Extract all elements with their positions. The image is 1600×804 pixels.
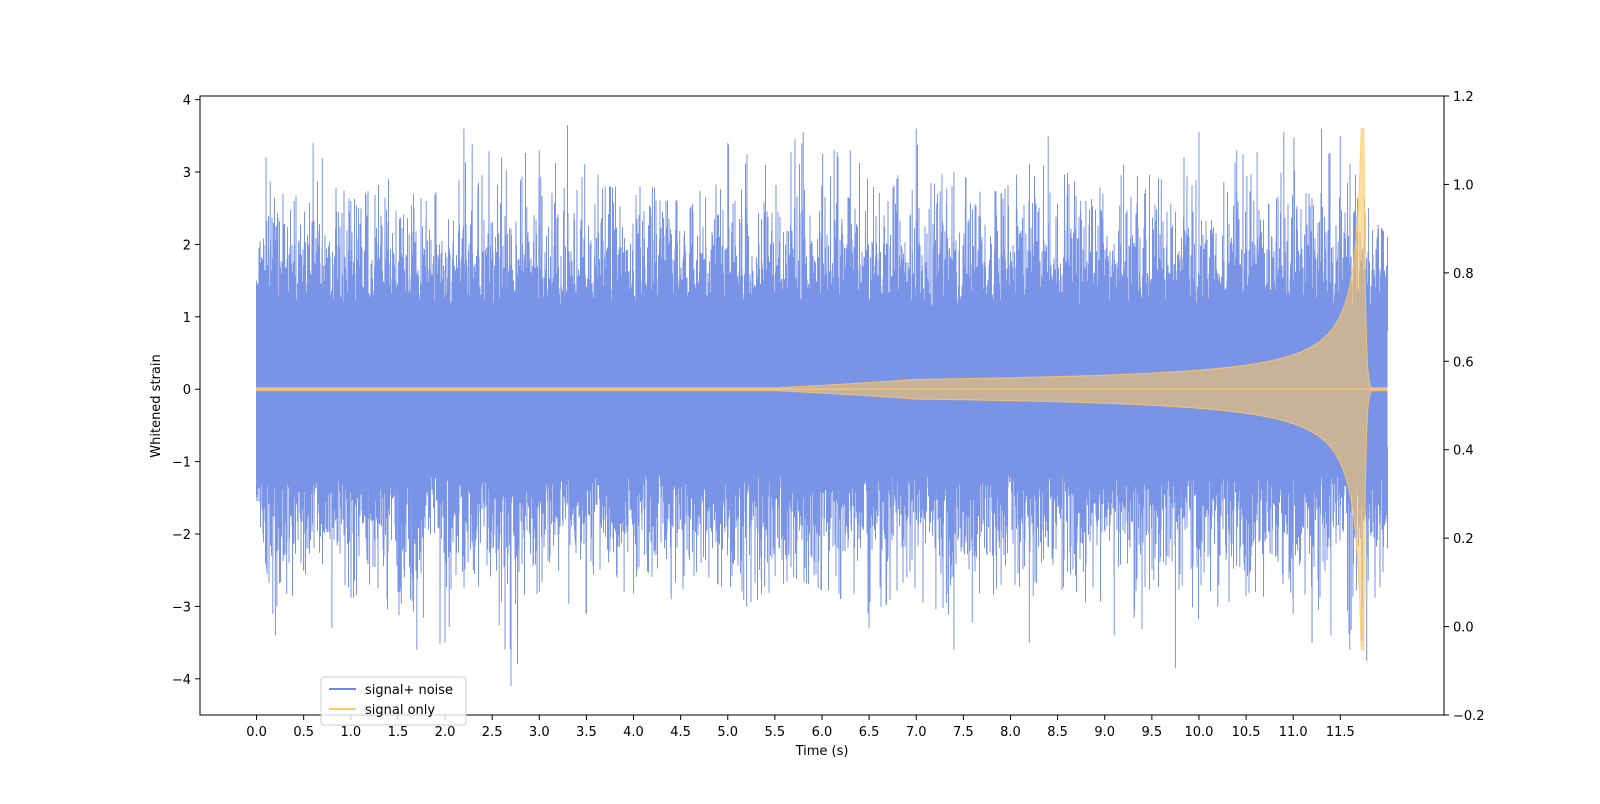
series-signal-noise	[256, 125, 1388, 686]
x-tick-label: 0.5	[293, 725, 314, 740]
y-axis-label: Whitened strain	[149, 354, 164, 457]
x-tick-label: 8.5	[1047, 725, 1068, 740]
y2-tick-label: 1.0	[1453, 178, 1474, 193]
x-axis: 0.0 0.5 1.0 1.5 2.0 2.5 3.0 3.5 4.0 4.5 5.0 5.5 6.0 6…	[246, 715, 1355, 740]
x-tick-label: 8.0	[1000, 725, 1021, 740]
x-tick-label: 4.0	[623, 725, 644, 740]
y-tick-label: −4	[172, 673, 191, 688]
y-tick-label: 4	[183, 94, 191, 109]
y2-tick-label: 0.8	[1453, 267, 1474, 282]
y2-tick-label: 0.6	[1453, 355, 1474, 370]
y-tick-label: 2	[183, 238, 191, 253]
y-tick-label: −1	[172, 456, 191, 471]
y2-tick-label: 0.4	[1453, 444, 1474, 459]
y-tick-label: 0	[183, 383, 191, 398]
x-tick-label: 4.5	[670, 725, 691, 740]
y-tick-label: −2	[172, 528, 191, 543]
legend: signal+ noise signal only	[320, 676, 467, 726]
x-tick-label: 9.5	[1142, 725, 1163, 740]
y-tick-label: −3	[172, 600, 191, 615]
x-tick-label: 3.0	[529, 725, 550, 740]
x-tick-label: 9.0	[1094, 725, 1115, 740]
x-tick-label: 10.5	[1232, 725, 1261, 740]
x-tick-label: 6.0	[812, 725, 833, 740]
x-tick-label: 2.0	[435, 725, 456, 740]
x-tick-label: 5.0	[717, 725, 738, 740]
x-tick-label: 6.5	[859, 725, 880, 740]
y-axis-left: −4 −3 −2 −1 0 1 2 3 4	[172, 94, 200, 688]
y-tick-label: 3	[183, 166, 191, 181]
legend-box	[320, 676, 467, 726]
x-tick-label: 2.5	[482, 725, 503, 740]
x-tick-label: 11.0	[1279, 725, 1308, 740]
y-axis-right: −0.2 0.0 0.2 0.4 0.6 0.8 1.0 1.2	[1444, 90, 1485, 724]
y-tick-label: 1	[183, 311, 191, 326]
y2-tick-label: 0.2	[1453, 532, 1474, 547]
legend-label-signal-noise: signal+ noise	[365, 683, 453, 698]
y2-tick-label: 0.0	[1453, 621, 1474, 636]
x-axis-label: Time (s)	[795, 744, 849, 759]
y2-tick-label: −0.2	[1453, 709, 1485, 724]
x-tick-label: 10.0	[1184, 725, 1213, 740]
x-tick-label: 5.5	[765, 725, 786, 740]
plot-layer	[256, 125, 1388, 686]
x-tick-label: 3.5	[576, 725, 597, 740]
x-tick-label: 11.5	[1326, 725, 1355, 740]
legend-label-signal-only: signal only	[365, 703, 435, 718]
x-tick-label: 1.0	[340, 725, 361, 740]
x-tick-label: 7.5	[953, 725, 974, 740]
x-tick-label: 1.5	[388, 725, 409, 740]
y2-tick-label: 1.2	[1453, 90, 1474, 105]
x-tick-label: 0.0	[246, 725, 267, 740]
x-tick-label: 7.0	[906, 725, 927, 740]
